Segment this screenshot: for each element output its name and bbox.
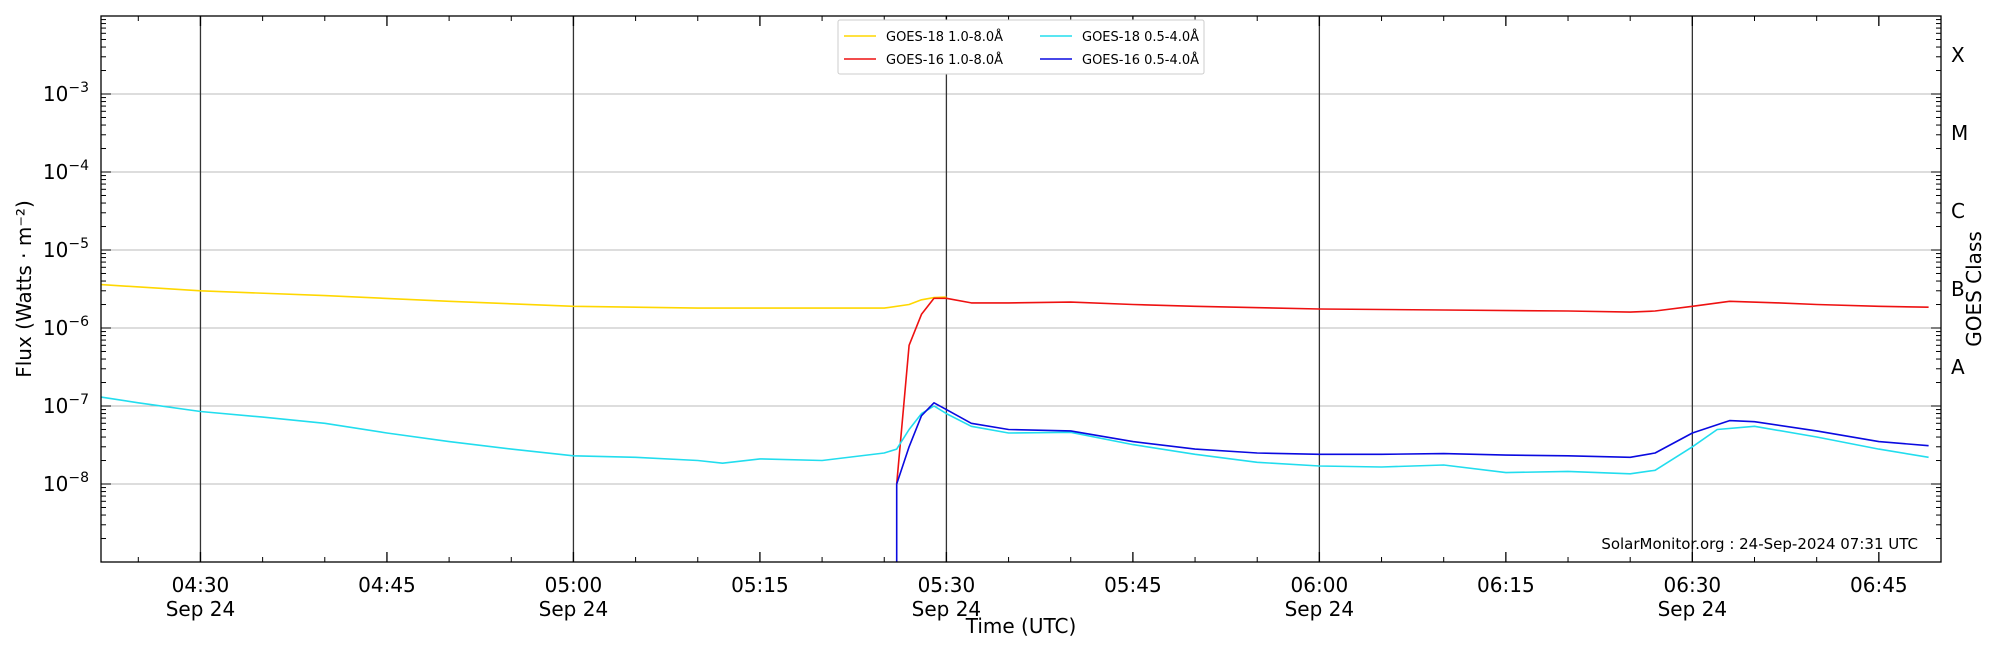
legend-label: GOES-18 0.5-4.0Å xyxy=(1082,29,1199,45)
y-tick-label: 10−3 xyxy=(43,80,89,106)
x-axis-label: Time (UTC) xyxy=(965,614,1077,638)
x-tick-date-label: Sep 24 xyxy=(912,597,982,621)
x-tick-label: 06:30 xyxy=(1664,573,1722,597)
x-tick-label: 05:45 xyxy=(1104,573,1162,597)
goes-class-label: B xyxy=(1951,277,1965,301)
grid xyxy=(101,16,1941,562)
x-tick-label: 06:45 xyxy=(1850,573,1908,597)
x-tick-label: 05:30 xyxy=(918,573,976,597)
x-tick-date-label: Sep 24 xyxy=(166,597,236,621)
x-tick-label: 05:15 xyxy=(731,573,789,597)
series-line-2 xyxy=(895,297,1929,485)
y-axis-right-label: GOES Class xyxy=(1962,231,1986,347)
y-tick-label: 10−8 xyxy=(43,470,89,496)
axes xyxy=(100,15,1942,563)
legend: GOES-18 1.0-8.0Å GOES-16 1.0-8.0Å GOES-18 … xyxy=(837,19,1205,75)
goes-class-label: C xyxy=(1951,199,1965,223)
plot-frame xyxy=(100,15,1942,563)
legend-label: GOES-18 1.0-8.0Å xyxy=(886,29,1003,45)
series-line-4 xyxy=(895,402,1929,562)
y-tick-label: 10−6 xyxy=(43,314,89,340)
legend-label: GOES-16 0.5-4.0Å xyxy=(1082,52,1199,68)
y-tick-label: 10−5 xyxy=(43,236,89,262)
x-tick-label: 04:30 xyxy=(172,573,230,597)
x-tick-label: 06:00 xyxy=(1291,573,1349,597)
goes-class-label: A xyxy=(1951,355,1965,379)
x-tick-date-label: Sep 24 xyxy=(1285,597,1355,621)
x-tick-label: 06:15 xyxy=(1477,573,1535,597)
y-tick-label: 10−4 xyxy=(43,158,89,184)
legend-label: GOES-16 1.0-8.0Å xyxy=(886,52,1003,68)
x-tick-label: 05:00 xyxy=(545,573,603,597)
x-tick-date-label: Sep 24 xyxy=(1658,597,1728,621)
credit-text: SolarMonitor.org : 24-Sep-2024 07:31 UTC xyxy=(1601,535,1918,553)
goes-class-label: M xyxy=(1951,121,1968,145)
x-tick-label: 04:45 xyxy=(358,573,416,597)
y-tick-label: 10−7 xyxy=(43,392,89,418)
series-line-1 xyxy=(100,283,947,309)
y-axis-label: Flux (Watts · m⁻²) xyxy=(12,200,36,378)
series-line-3 xyxy=(100,396,1929,475)
goes-class-labels: A B C M X xyxy=(1951,43,1968,379)
goes-class-label: X xyxy=(1951,43,1965,67)
series-layer xyxy=(100,283,1929,562)
x-tick-date-label: Sep 24 xyxy=(539,597,609,621)
